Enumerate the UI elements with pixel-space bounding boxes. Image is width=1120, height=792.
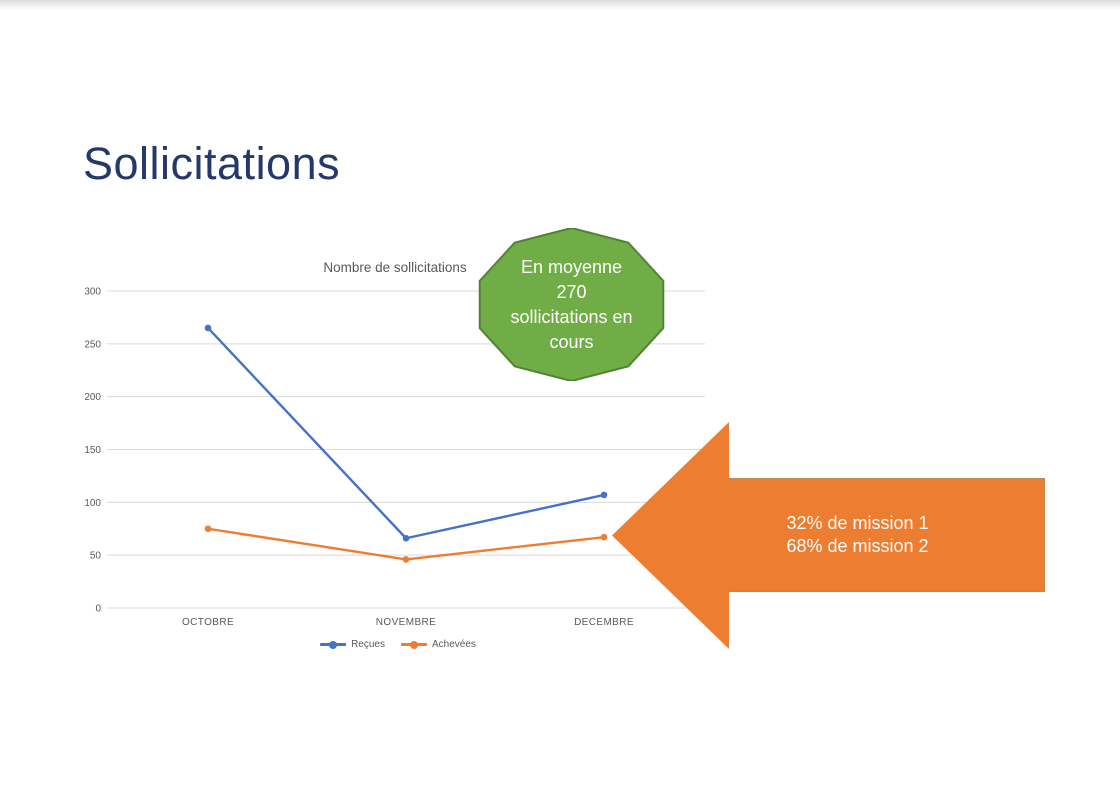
line-chart: Nombre de sollicitations 0 50 100 150 200 250 3… bbox=[85, 260, 705, 628]
average-callout-text: En moyenne 270 sollicitations en cours bbox=[510, 256, 633, 352]
decagon-shape bbox=[475, 228, 668, 381]
data-point bbox=[600, 533, 608, 541]
legend-line-marker-icon bbox=[400, 640, 427, 649]
average-callout: En moyenne 270 sollicitations en cours bbox=[475, 228, 668, 381]
x-axis-label: OCTOBRE bbox=[182, 617, 234, 628]
y-axis-tick-label: 150 bbox=[85, 445, 101, 456]
legend-item-recues: Reçues bbox=[320, 639, 385, 650]
y-axis-tick-label: 0 bbox=[95, 604, 101, 615]
legend-label-recues: Reçues bbox=[351, 639, 385, 650]
x-axis-label: DECEMBRE bbox=[574, 617, 634, 628]
data-point bbox=[600, 491, 608, 499]
page-title: Sollicitations bbox=[83, 138, 341, 189]
chart-legend: Reçues Achevées bbox=[85, 639, 711, 650]
legend-label-achevees: Achevées bbox=[431, 639, 476, 650]
y-axis-tick-label: 100 bbox=[85, 498, 101, 509]
data-point bbox=[402, 534, 410, 542]
legend-line-marker-icon bbox=[320, 640, 347, 649]
data-point bbox=[204, 324, 212, 332]
y-axis-tick-label: 50 bbox=[90, 551, 102, 562]
legend-dot-icon bbox=[409, 640, 418, 649]
x-axis-label: NOVEMBRE bbox=[376, 617, 436, 628]
y-axis-tick-label: 300 bbox=[85, 287, 101, 298]
chart-title: Nombre de sollicitations bbox=[323, 260, 467, 275]
top-shadow bbox=[0, 0, 1120, 10]
legend-dot-icon bbox=[329, 640, 338, 649]
y-axis-tick-label: 250 bbox=[85, 339, 101, 350]
decagon-polygon bbox=[480, 228, 664, 381]
data-point bbox=[204, 525, 212, 533]
y-axis-tick-label: 200 bbox=[85, 392, 101, 403]
missions-callout-text: 32% de mission 1 68% de mission 2 bbox=[786, 513, 929, 556]
legend-item-achevees: Achevées bbox=[400, 639, 476, 650]
data-point bbox=[402, 556, 410, 563]
missions-callout-body: 32% de mission 1 68% de mission 2 bbox=[728, 478, 1045, 592]
